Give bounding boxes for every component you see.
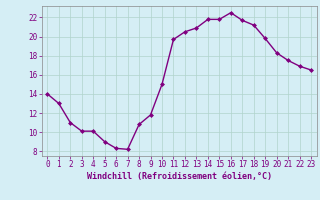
X-axis label: Windchill (Refroidissement éolien,°C): Windchill (Refroidissement éolien,°C) [87, 172, 272, 181]
